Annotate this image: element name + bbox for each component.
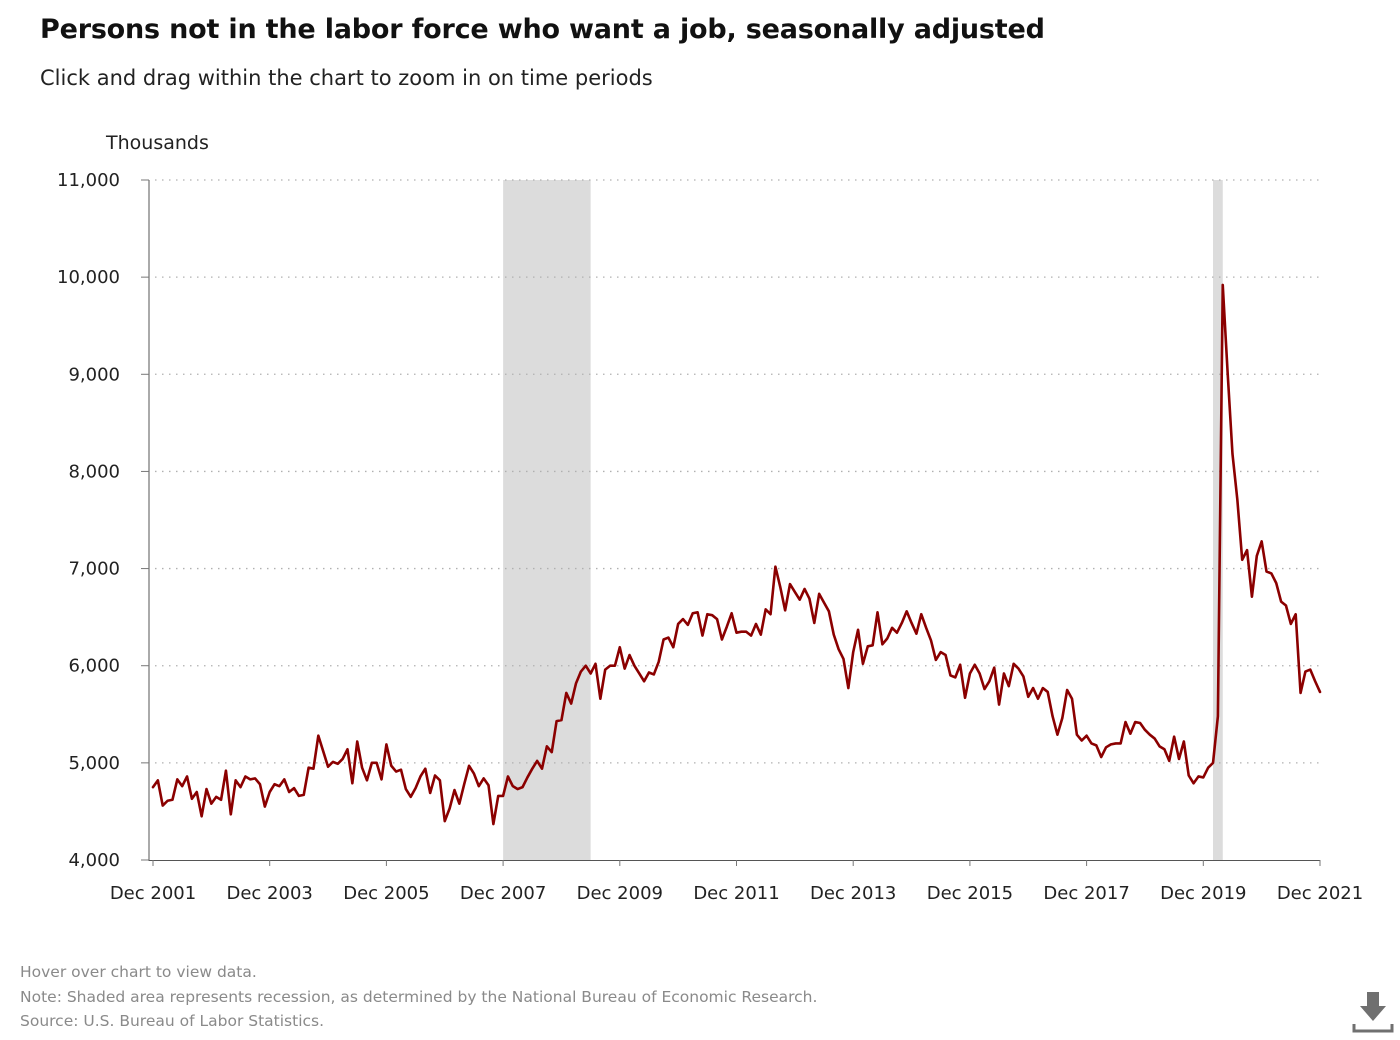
x-tick-label: Dec 2019 xyxy=(1160,883,1246,904)
axes-layer xyxy=(148,180,1320,861)
x-tick-label: Dec 2001 xyxy=(110,883,196,904)
recession-band-2 xyxy=(1213,180,1223,860)
x-tick-label: Dec 2015 xyxy=(927,883,1013,904)
y-axis-unit-label: Thousands xyxy=(105,132,209,154)
x-tick-label: Dec 2017 xyxy=(1043,883,1129,904)
x-tick-label: Dec 2005 xyxy=(343,883,429,904)
hover-hint: Hover over chart to view data. xyxy=(20,963,257,981)
x-tick-label: Dec 2013 xyxy=(810,883,896,904)
x-tick-label: Dec 2009 xyxy=(577,883,663,904)
download-icon xyxy=(1352,992,1394,1033)
x-tick-labels: Dec 2001 Dec 2003 Dec 2005 Dec 2007 Dec 2009… xyxy=(110,860,1363,904)
x-tick-label: Dec 2021 xyxy=(1277,883,1363,904)
download-button[interactable] xyxy=(1352,990,1394,1034)
series-line-1[interactable] xyxy=(151,283,1322,826)
y-tick-label: 10,000 xyxy=(57,267,120,288)
line-chart[interactable]: Thousands 4,000 5,000 6,000 7,000 8,000 9,000… xyxy=(0,0,1400,940)
chart-title: Persons not in the labor force who want … xyxy=(40,14,1045,45)
y-tick-label: 11,000 xyxy=(57,170,120,191)
x-tick-label: Dec 2011 xyxy=(693,883,779,904)
y-tick-label: 8,000 xyxy=(68,461,120,482)
recession-shading-layer xyxy=(503,180,1223,860)
source-note: Source: U.S. Bureau of Labor Statistics. xyxy=(20,1012,325,1030)
recession-note: Note: Shaded area represents recession, … xyxy=(20,988,818,1006)
series-layer xyxy=(151,283,1322,826)
y-tick-label: 4,000 xyxy=(68,850,120,871)
recession-band-1 xyxy=(503,180,591,860)
x-tick-label: Dec 2003 xyxy=(227,883,313,904)
y-tick-labels: 4,000 5,000 6,000 7,000 8,000 9,000 10,000 11,0… xyxy=(57,170,149,871)
y-tick-label: 5,000 xyxy=(68,753,120,774)
y-tick-label: 7,000 xyxy=(68,559,120,580)
y-tick-label: 6,000 xyxy=(68,656,120,677)
gridlines-layer xyxy=(155,179,1320,764)
chart-subtitle: Click and drag within the chart to zoom … xyxy=(40,66,653,90)
y-tick-label: 9,000 xyxy=(68,364,120,385)
x-tick-label: Dec 2007 xyxy=(460,883,546,904)
